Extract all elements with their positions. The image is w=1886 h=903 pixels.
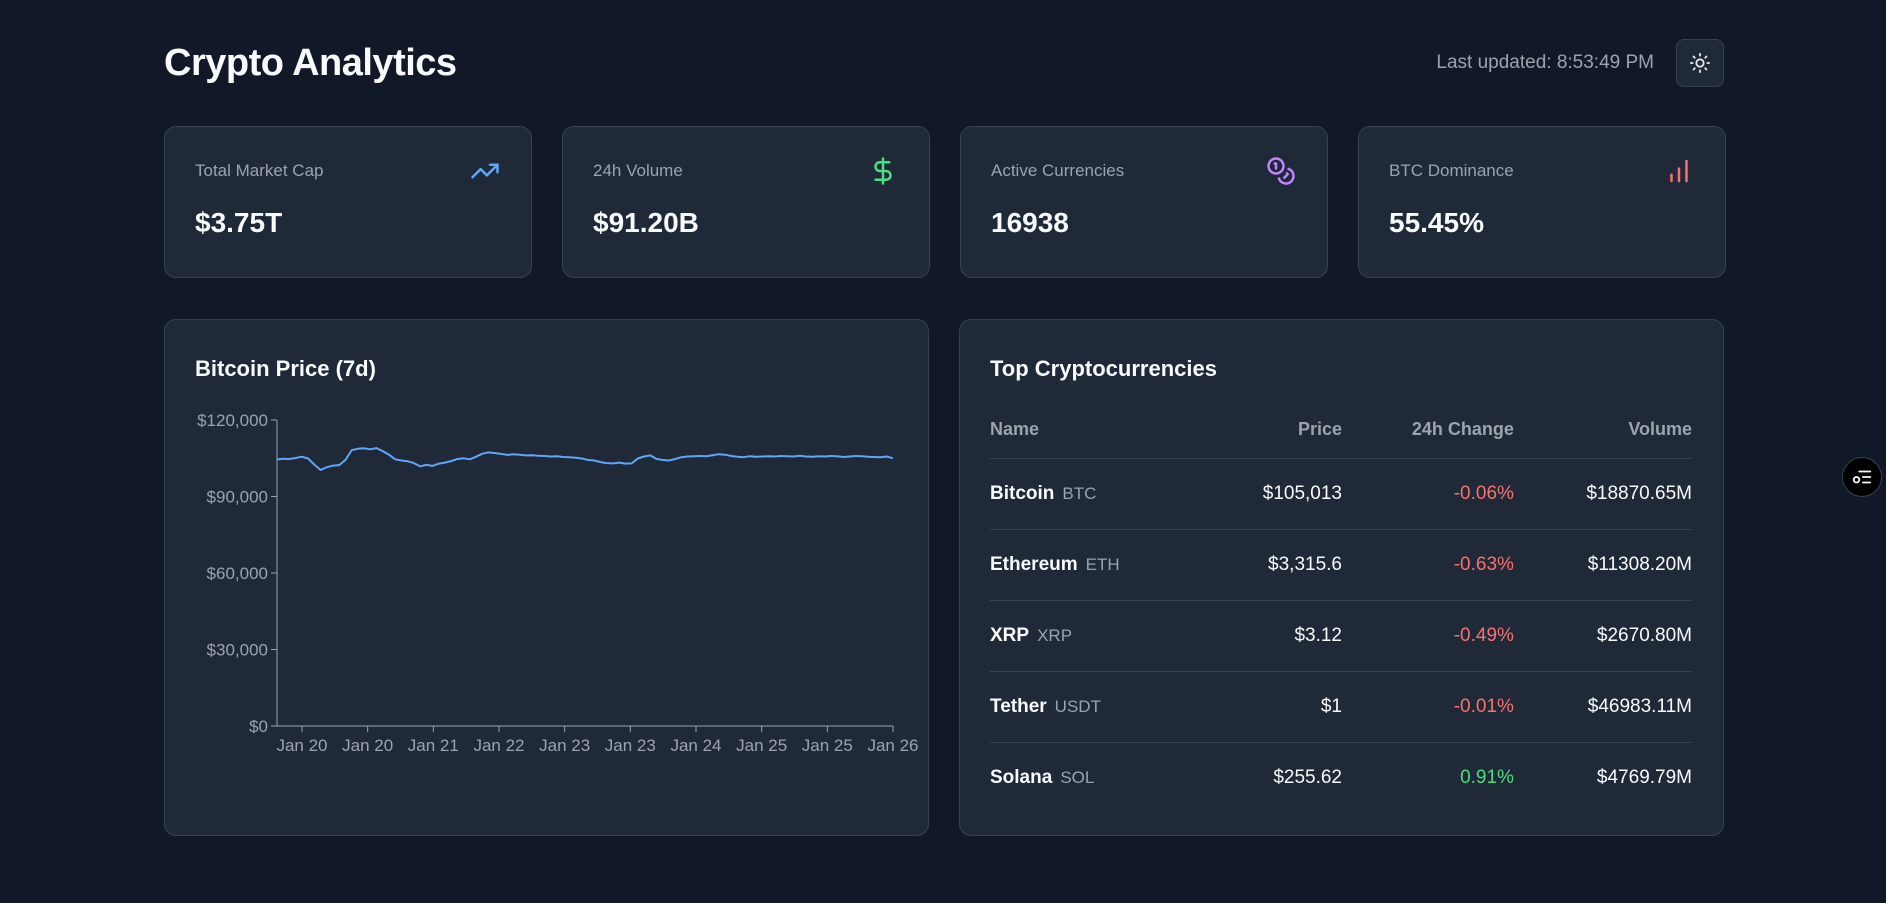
coin-change: -0.63% (1342, 529, 1514, 601)
x-tick-label: Jan 26 (867, 736, 918, 755)
y-tick-label: $0 (249, 717, 268, 736)
page-title: Crypto Analytics (164, 41, 457, 84)
x-tick-label: Jan 24 (670, 736, 721, 755)
table-row[interactable]: Tether USDT $1 -0.01% $46983.11M (990, 671, 1692, 743)
stats-grid: Total Market Cap $3.75T 24h Volume $91.2… (164, 126, 1726, 278)
stat-card-market-cap: Total Market Cap $3.75T (164, 126, 532, 278)
stat-value: 16938 (991, 207, 1069, 238)
coin-volume: $4769.79M (1596, 766, 1692, 788)
table-header-row: Name Price 24h Change Volume (990, 402, 1692, 459)
table-row[interactable]: Solana SOL $255.62 0.91% $4769.79M (990, 742, 1692, 813)
price-line-chart: $0 $30,000 $60,000 $90,000 $120,000 Jan 20 Jan… (197, 411, 918, 755)
crypto-table: Name Price 24h Change Volume Bitcoin BTC … (990, 402, 1692, 813)
price-series-line (276, 447, 894, 471)
coin-name: Tether (990, 695, 1047, 717)
chart-title: Bitcoin Price (7d) (195, 356, 376, 381)
coin-name: XRP (990, 624, 1030, 646)
coin-name: Bitcoin (990, 482, 1055, 504)
floating-menu-button[interactable] (1842, 457, 1882, 497)
x-tick-label: Jan 20 (342, 736, 393, 755)
bar-chart-icon (1663, 155, 1695, 187)
column-header-change: 24h Change (1342, 402, 1514, 459)
table-title: Top Cryptocurrencies (990, 356, 1217, 381)
coin-price: $105,013 (1208, 458, 1342, 530)
dollar-icon (867, 155, 899, 187)
stat-value: $3.75T (195, 207, 283, 238)
list-settings-icon (1852, 470, 1872, 484)
coin-change: -0.06% (1342, 458, 1514, 530)
trending-up-icon (469, 155, 501, 187)
coin-change: 0.91% (1460, 766, 1514, 788)
y-tick-label: $30,000 (207, 641, 268, 660)
x-tick-label: Jan 21 (408, 736, 459, 755)
x-tick-label: Jan 25 (802, 736, 853, 755)
column-header-volume: Volume (1513, 402, 1692, 459)
coin-price: $3,315.6 (1208, 529, 1342, 601)
column-header-price: Price (1208, 402, 1342, 459)
x-tick-label: Jan 23 (605, 736, 656, 755)
theme-toggle-button[interactable] (1676, 39, 1724, 87)
top-crypto-panel: Top Cryptocurrencies Name Price 24h Chan… (959, 319, 1724, 836)
x-tick-label: Jan 20 (276, 736, 327, 755)
coin-name: Solana (990, 766, 1053, 788)
stat-card-btc-dominance: BTC Dominance 55.45% (1358, 126, 1726, 278)
table-row[interactable]: XRP XRP $3.12 -0.49% $2670.80M (990, 600, 1692, 672)
coin-volume: $18870.65M (1513, 458, 1692, 530)
bottom-section: Bitcoin Price (7d) $0 $30,000 $60,000 $90,0… (164, 319, 1724, 836)
x-tick-label: Jan 23 (539, 736, 590, 755)
coin-symbol: ETH (1085, 554, 1120, 574)
last-updated-text: Last updated: 8:53:49 PM (1436, 52, 1654, 73)
column-header-name: Name (990, 402, 1209, 459)
coin-price: $3.12 (1208, 600, 1342, 672)
coin-symbol: BTC (1062, 483, 1097, 503)
coin-volume: $11308.20M (1513, 529, 1692, 601)
sun-icon (1689, 52, 1711, 74)
coin-volume: $46983.11M (1513, 671, 1692, 743)
header: Crypto Analytics Last updated: 8:53:49 P… (164, 0, 1724, 126)
coin-symbol: USDT (1054, 696, 1101, 716)
table-row[interactable]: Bitcoin BTC $105,013 -0.06% $18870.65M (990, 458, 1692, 530)
coin-change: -0.49% (1342, 600, 1514, 672)
y-tick-label: $90,000 (207, 488, 268, 507)
stat-label: Active Currencies (991, 161, 1125, 180)
stat-card-active-currencies: Active Currencies 16938 (960, 126, 1328, 278)
coin-price: $255.62 (1273, 766, 1342, 788)
coin-symbol: SOL (1060, 767, 1095, 787)
dashboard: Crypto Analytics Last updated: 8:53:49 P… (164, 0, 1726, 836)
y-tick-label: $60,000 (207, 564, 268, 583)
coin-symbol: XRP (1037, 625, 1073, 645)
x-tick-label: Jan 25 (736, 736, 787, 755)
stat-value: 55.45% (1389, 207, 1484, 238)
coin-price: $1 (1208, 671, 1342, 743)
table-row[interactable]: Ethereum ETH $3,315.6 -0.63% $11308.20M (990, 529, 1692, 601)
coin-volume: $2670.80M (1513, 600, 1692, 672)
stat-label: 24h Volume (593, 161, 683, 180)
chart-container: $0 $30,000 $60,000 $90,000 $120,000 Jan 20 Jan… (165, 400, 918, 775)
coins-icon (1265, 155, 1297, 187)
y-tick-label: $120,000 (197, 411, 268, 430)
stat-label: BTC Dominance (1389, 161, 1514, 180)
stat-value: $91.20B (593, 207, 699, 238)
coin-change: -0.01% (1342, 671, 1514, 743)
x-tick-label: Jan 22 (473, 736, 524, 755)
stat-card-volume: 24h Volume $91.20B (562, 126, 930, 278)
coin-name: Ethereum (990, 553, 1078, 575)
stat-label: Total Market Cap (195, 161, 324, 180)
price-chart-panel: Bitcoin Price (7d) $0 $30,000 $60,000 $90,0… (164, 319, 929, 836)
header-actions: Last updated: 8:53:49 PM (1436, 39, 1724, 87)
